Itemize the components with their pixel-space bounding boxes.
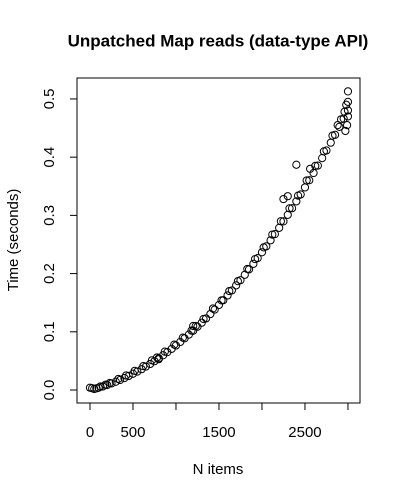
point [343,87,353,96]
point [141,362,150,371]
point [266,236,275,245]
point [206,309,215,319]
point [178,333,187,342]
y-tick-label: 0.3 [41,205,58,226]
x-tick-label: 500 [120,424,145,441]
point [287,204,297,213]
point [257,248,267,257]
point [336,115,346,124]
point [187,326,196,335]
point [319,147,328,156]
x-tick-label: 1500 [202,424,235,441]
y-tick-label: 0.2 [41,263,58,284]
point [114,374,123,384]
point [341,126,350,136]
point [115,375,125,385]
point [210,305,219,314]
point [335,122,344,131]
y-axis-label: Time (seconds) [5,189,22,292]
y-tick-label: 0.0 [41,380,58,401]
point [154,355,163,364]
point [343,121,352,130]
point [343,97,353,106]
point [160,347,169,356]
x-tick-label: 2500 [288,424,321,441]
y-tick-label: 0.1 [41,321,58,342]
point [302,176,311,185]
point [306,164,315,173]
point [120,373,129,383]
point [191,321,200,331]
chart-title: Unpatched Map reads (data-type API) [68,31,369,50]
point [122,371,131,380]
point [130,366,139,375]
point [343,112,353,121]
point [279,217,288,226]
point [292,197,301,206]
point [250,254,260,264]
point [313,161,322,170]
point [197,318,206,327]
point [279,194,288,204]
point [189,321,198,331]
x-axis-label: N items [193,461,244,478]
point [243,264,252,274]
point [199,314,208,324]
point [305,176,314,185]
point [293,191,303,200]
point [223,291,232,300]
point [233,277,242,286]
point [343,106,353,115]
point [139,362,148,371]
point [94,383,103,392]
point [285,204,294,213]
point [152,353,162,362]
point [328,131,337,140]
y-tick-label: 0.4 [41,147,58,168]
point [283,192,292,201]
point [249,259,258,268]
point [170,340,179,349]
point [232,281,241,290]
y-tick-label: 0.5 [41,89,58,110]
point [96,382,105,391]
point [292,160,301,169]
point [225,286,234,296]
point [214,300,224,310]
point [101,380,110,389]
point [217,296,226,305]
point [259,243,268,252]
point [276,217,285,226]
x-tick-label: 0 [86,424,94,441]
point [268,230,277,239]
point [105,378,114,388]
point [111,377,120,386]
point [98,382,107,391]
point [208,304,218,313]
